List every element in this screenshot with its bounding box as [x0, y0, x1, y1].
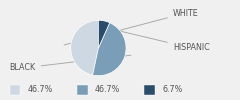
- Wedge shape: [71, 20, 98, 75]
- Wedge shape: [93, 23, 126, 76]
- Text: 6.7%: 6.7%: [162, 86, 182, 94]
- Text: 46.7%: 46.7%: [95, 86, 120, 94]
- Text: WHITE: WHITE: [64, 8, 198, 45]
- Text: BLACK: BLACK: [10, 55, 131, 72]
- Text: HISPANIC: HISPANIC: [108, 28, 210, 52]
- FancyBboxPatch shape: [144, 85, 155, 95]
- Wedge shape: [98, 20, 110, 48]
- FancyBboxPatch shape: [77, 85, 88, 95]
- FancyBboxPatch shape: [10, 85, 20, 95]
- Text: 46.7%: 46.7%: [28, 86, 53, 94]
